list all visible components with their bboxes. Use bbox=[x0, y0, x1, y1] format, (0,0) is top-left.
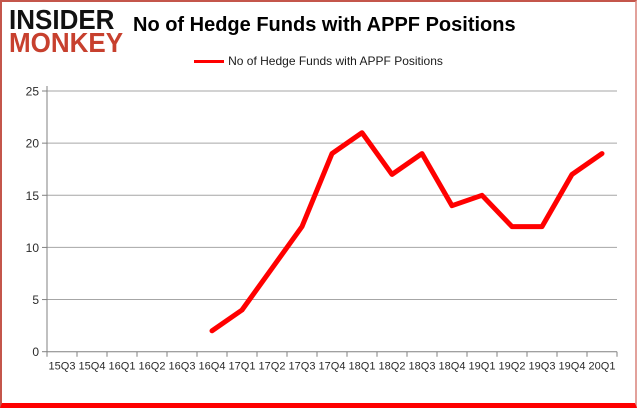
y-tick-label: 20 bbox=[26, 137, 40, 151]
x-tick-label: 17Q1 bbox=[229, 361, 256, 373]
x-tick-label: 18Q3 bbox=[409, 361, 436, 373]
data-line bbox=[209, 130, 605, 334]
insider-monkey-logo: INSIDER MONKEY bbox=[9, 3, 124, 59]
x-tick-label: 16Q2 bbox=[139, 361, 166, 373]
x-tick-label: 17Q2 bbox=[259, 361, 286, 373]
y-tick-label: 25 bbox=[26, 85, 40, 99]
y-tick-label: 15 bbox=[26, 189, 40, 203]
x-tick-label: 19Q1 bbox=[469, 361, 496, 373]
y-tick-label: 5 bbox=[32, 293, 39, 307]
logo-monkey-text: MONKEY bbox=[9, 26, 124, 59]
page-title: No of Hedge Funds with APPF Positions bbox=[133, 14, 516, 36]
x-tick-label: 16Q1 bbox=[109, 361, 136, 373]
x-tick-label: 17Q3 bbox=[289, 361, 316, 373]
x-tick-label: 16Q3 bbox=[169, 361, 196, 373]
x-tick-label: 17Q4 bbox=[319, 361, 346, 373]
x-tick-label: 16Q4 bbox=[199, 361, 226, 373]
x-tick-label: 19Q4 bbox=[559, 361, 586, 373]
logo-insider-text: INSIDER bbox=[9, 3, 115, 36]
y-tick-label: 0 bbox=[32, 345, 39, 359]
chart-legend: No of Hedge Funds with APPF Positions bbox=[0, 54, 637, 68]
x-tick-label: 19Q2 bbox=[499, 361, 526, 373]
x-tick-label: 19Q3 bbox=[529, 361, 556, 373]
x-tick-label: 18Q4 bbox=[439, 361, 466, 373]
x-tick-label: 15Q4 bbox=[79, 361, 106, 373]
x-tick-label: 18Q1 bbox=[349, 361, 376, 373]
legend-line-swatch bbox=[194, 59, 225, 63]
x-tick-label: 20Q1 bbox=[589, 361, 616, 373]
x-tick-label: 18Q2 bbox=[379, 361, 406, 373]
legend-label: No of Hedge Funds with APPF Positions bbox=[228, 54, 443, 68]
y-tick-label: 10 bbox=[26, 241, 40, 255]
x-tick-label: 15Q3 bbox=[49, 361, 76, 373]
